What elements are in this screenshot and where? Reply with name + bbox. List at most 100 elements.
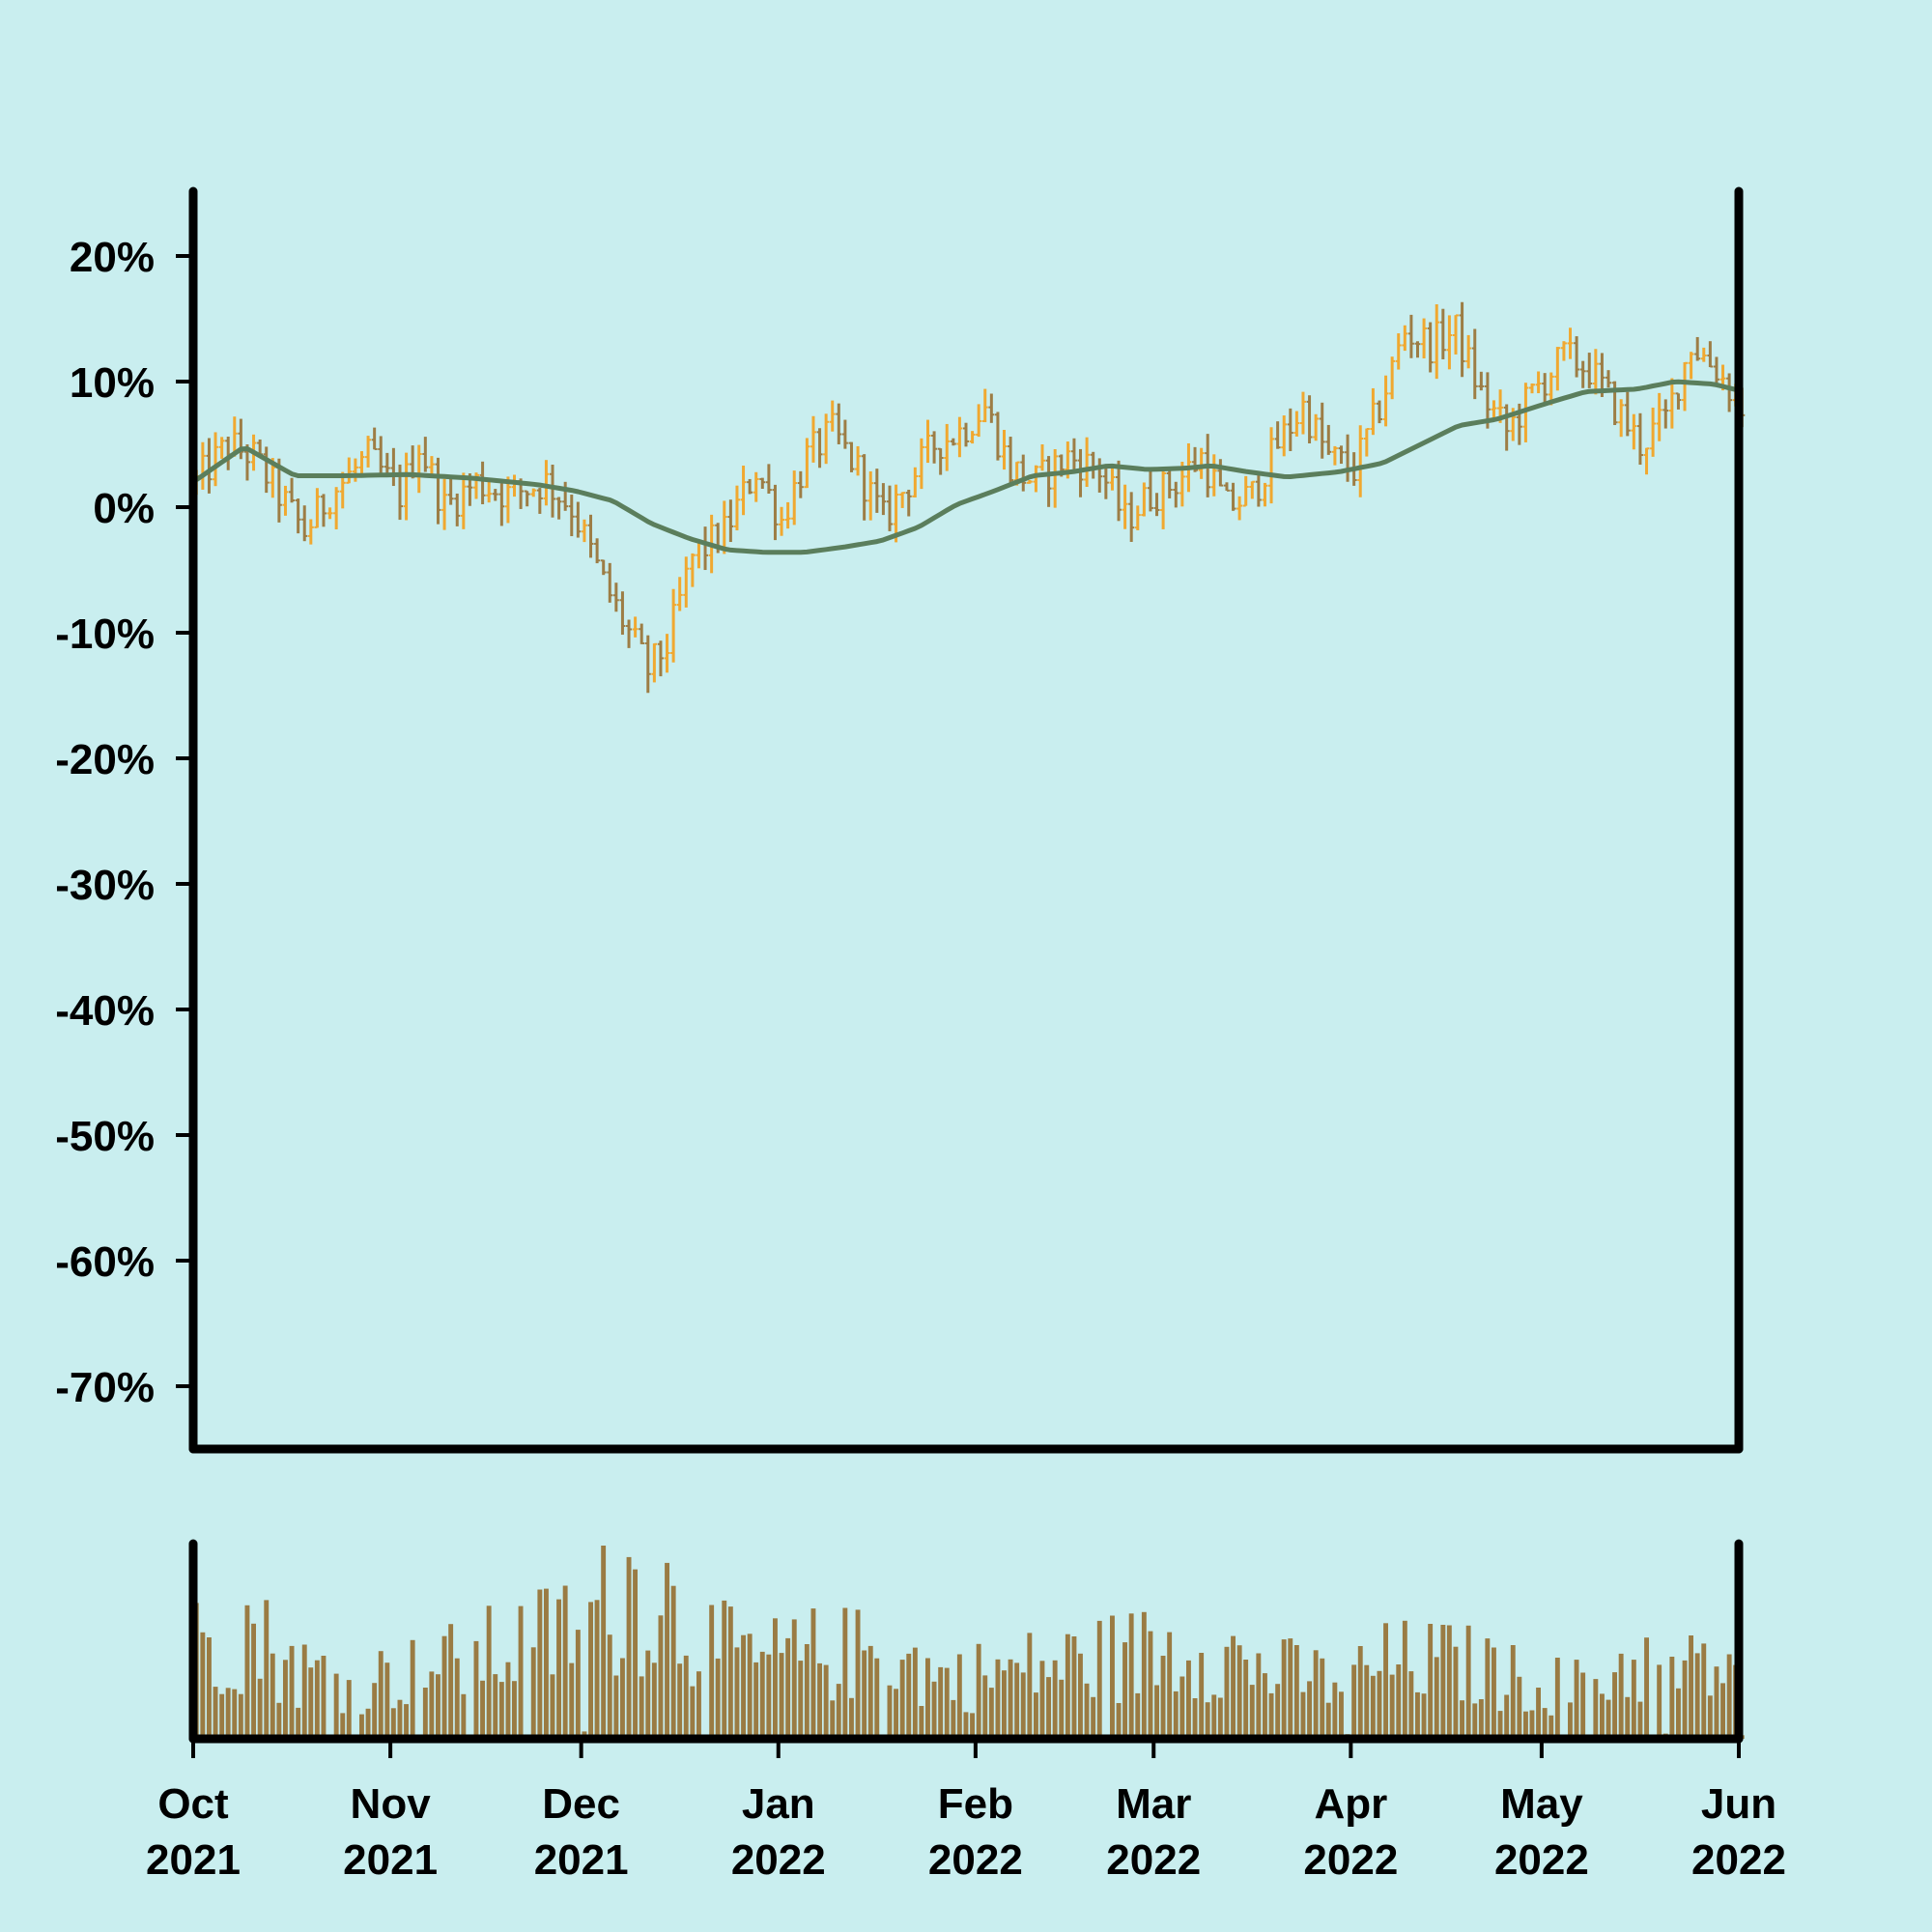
volume-bar: [1186, 1660, 1191, 1739]
volume-bar: [798, 1661, 804, 1739]
ohlc-bar: [1236, 496, 1243, 521]
volume-bar: [1179, 1676, 1185, 1739]
ohlc-bar: [1618, 399, 1625, 438]
ohlc-bar: [1287, 408, 1293, 451]
volume-bar: [498, 1682, 504, 1739]
ohlc-bar: [327, 507, 333, 520]
ohlc-bar: [797, 470, 804, 498]
volume-bar: [314, 1660, 320, 1739]
volume-bar: [1243, 1660, 1249, 1739]
volume-bar: [1293, 1645, 1299, 1739]
volume-bar: [862, 1650, 867, 1739]
ohlc-bar: [873, 469, 880, 513]
ohlc-bar: [562, 481, 569, 511]
volume-bar: [1357, 1646, 1363, 1739]
x-tick-label-year: 2022: [1691, 1836, 1786, 1884]
volume-bar: [1542, 1708, 1548, 1739]
y-tick-label: -30%: [55, 862, 155, 909]
volume-bar: [1637, 1701, 1643, 1739]
volume-bar: [651, 1662, 657, 1739]
volume-bar: [1014, 1662, 1020, 1739]
volume-bar: [810, 1608, 816, 1739]
ohlc-bar: [848, 441, 855, 472]
volume-bar: [722, 1600, 727, 1739]
x-tick-label-year: 2022: [731, 1836, 826, 1884]
volume-bar: [1332, 1682, 1338, 1739]
ohlc-bar: [428, 456, 435, 476]
ohlc-bar: [759, 477, 766, 489]
volume-bar: [931, 1681, 937, 1739]
ohlc-bar: [886, 485, 893, 531]
volume-bar: [1071, 1636, 1077, 1739]
volume-bar: [1249, 1685, 1255, 1739]
ohlc-bar: [1160, 469, 1167, 529]
volume-bar: [956, 1654, 962, 1739]
ohlc-bar: [639, 623, 645, 644]
volume-bar: [251, 1623, 256, 1739]
volume-bar: [1421, 1693, 1427, 1739]
ohlc-bar: [307, 519, 314, 545]
ohlc-bar: [1070, 438, 1077, 471]
volume-bar: [493, 1674, 498, 1739]
ohlc-bar: [1694, 336, 1701, 361]
volume-bar: [232, 1689, 238, 1739]
volume-bar: [899, 1660, 905, 1739]
volume-bar: [1205, 1702, 1210, 1739]
volume-bar: [855, 1609, 861, 1739]
volume-bar: [1446, 1625, 1452, 1739]
volume-bar: [727, 1606, 733, 1739]
volume-bar: [1580, 1672, 1586, 1739]
ohlc-bar: [644, 635, 651, 694]
ohlc-bar: [1039, 444, 1046, 471]
volume-panel: [188, 1539, 1745, 1744]
volume-bar: [1689, 1635, 1693, 1739]
ohlc-bar: [727, 499, 734, 543]
volume-bar: [461, 1693, 467, 1739]
volume-bar: [1173, 1690, 1179, 1739]
volume-bar: [544, 1588, 549, 1739]
volume-bar: [1231, 1635, 1236, 1739]
volume-bar: [670, 1585, 676, 1739]
ohlc-bar: [1306, 395, 1313, 443]
y-tick-label: -50%: [55, 1113, 155, 1160]
volume-bar: [244, 1605, 250, 1739]
ohlc-bar: [867, 470, 874, 521]
ohlc-bar: [282, 485, 289, 516]
ohlc-bar: [651, 642, 658, 683]
ohlc-bar: [950, 438, 956, 446]
ohlc-bar: [829, 400, 836, 432]
volume-bar: [951, 1699, 956, 1739]
ohlc-bar: [905, 489, 912, 517]
ohlc-bar: [1624, 391, 1631, 437]
volume-bar: [894, 1689, 898, 1739]
volume-bar: [486, 1605, 492, 1739]
y-tick-label: 10%: [70, 359, 155, 407]
volume-bar: [963, 1712, 969, 1739]
volume-bar: [620, 1658, 625, 1739]
volume-bar: [372, 1683, 378, 1739]
volume-bar: [346, 1680, 352, 1739]
ohlc-bar: [1052, 449, 1059, 508]
ohlc-bar: [1631, 413, 1637, 450]
ohlc-bar: [1020, 454, 1027, 492]
ohlc-bar: [1134, 505, 1141, 530]
volume-bar: [1052, 1660, 1058, 1739]
ohlc-bar: [581, 519, 587, 543]
volume-bar: [1472, 1703, 1478, 1739]
ohlc-bar: [1210, 454, 1217, 497]
volume-bar: [785, 1637, 791, 1739]
volume-bar: [365, 1708, 371, 1739]
volume-bar: [1313, 1650, 1319, 1739]
ohlc-bar: [779, 506, 785, 536]
ohlc-bar: [1427, 322, 1434, 373]
volume-bar: [1370, 1675, 1376, 1739]
ohlc-bar: [1281, 415, 1288, 457]
volume-bar: [1434, 1657, 1439, 1739]
volume-bar: [1307, 1681, 1312, 1739]
volume-bar: [1485, 1638, 1491, 1739]
volume-bar: [1504, 1694, 1510, 1739]
volume-bar: [944, 1667, 950, 1739]
volume-bar: [601, 1546, 607, 1739]
volume-bar: [1002, 1670, 1007, 1739]
volume-bar: [874, 1658, 880, 1739]
